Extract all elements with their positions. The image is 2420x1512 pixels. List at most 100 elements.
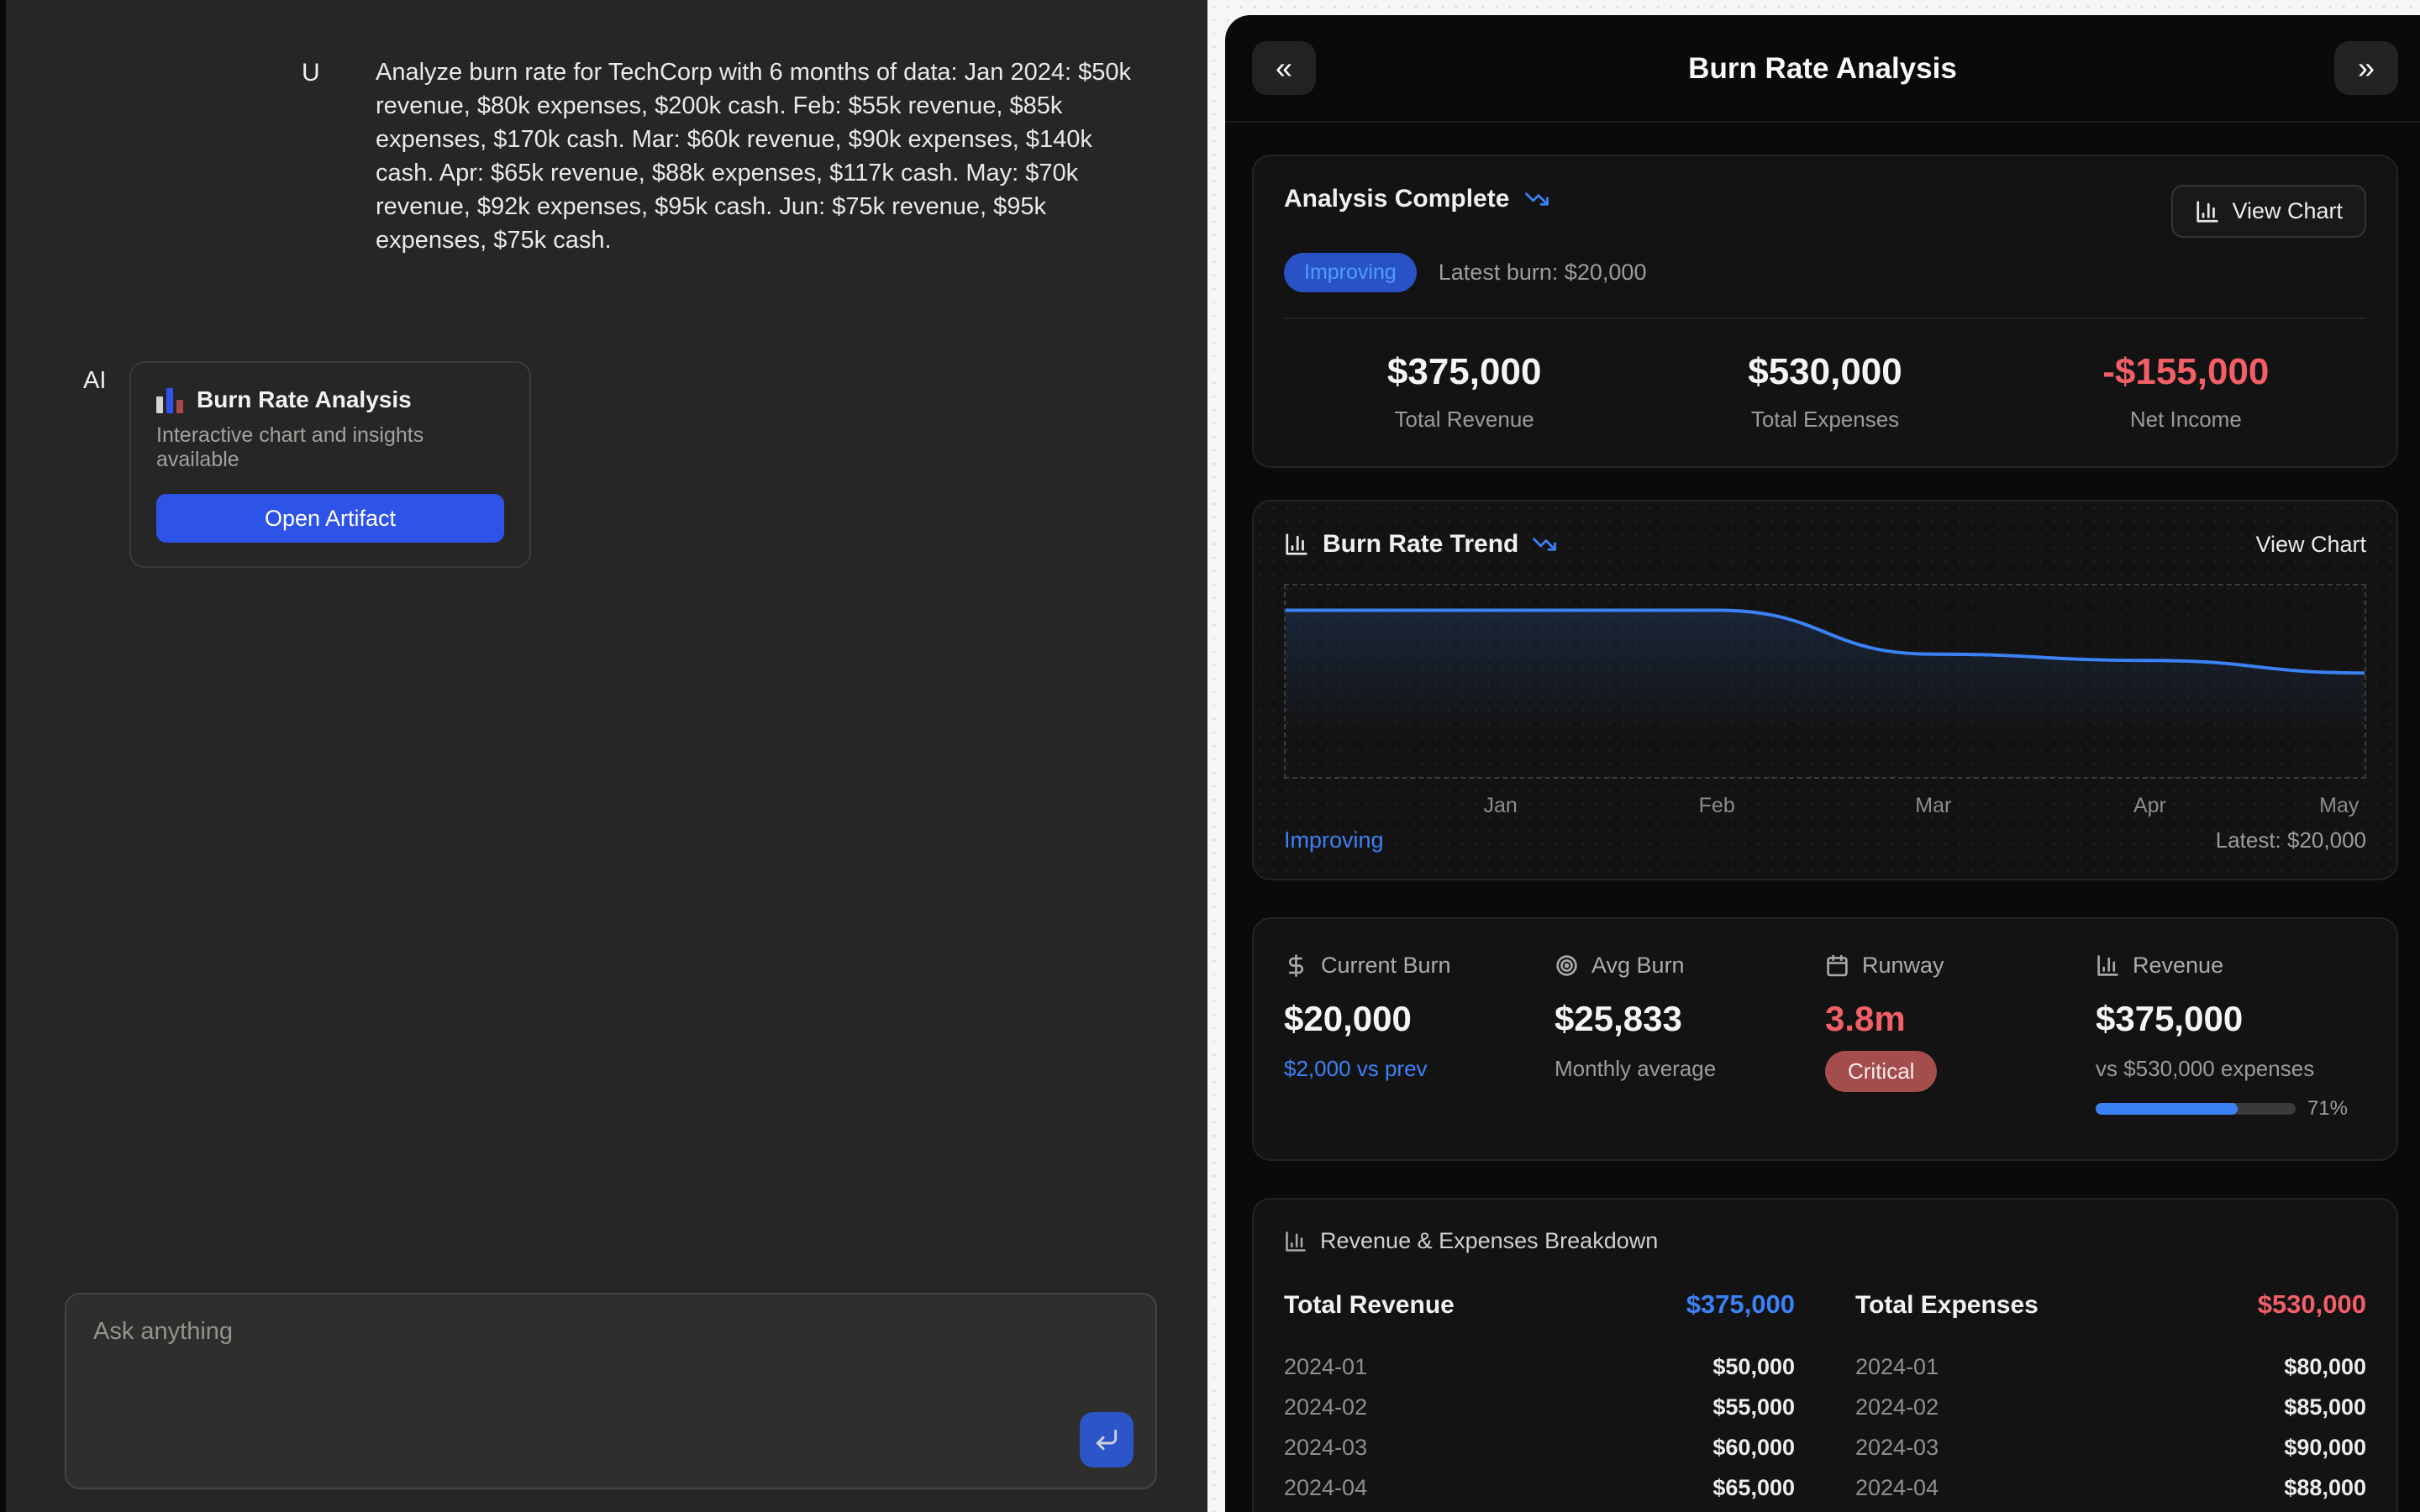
improving-badge: Improving	[1284, 253, 1417, 292]
table-row: 2024-02 $55,000	[1284, 1387, 1795, 1427]
artifact-header: Burn Rate Analysis « »	[1225, 15, 2420, 123]
revenue-metric: Revenue $375,000 vs $530,000 expenses 71…	[2096, 953, 2366, 1121]
total-revenue-label: Total Revenue	[1394, 407, 1534, 432]
row-amount: $60,000	[1712, 1435, 1795, 1460]
summary-title: Analysis Complete	[1284, 185, 1510, 213]
artifact-panel: Burn Rate Analysis « » Analysis Complete	[1225, 15, 2420, 1512]
total-revenue-stat: $375,000 Total Revenue	[1284, 351, 1644, 433]
table-row: 2024-05 $92,000	[1855, 1508, 2366, 1512]
avg-burn-label: Avg Burn	[1591, 953, 1685, 978]
row-amount: $70,000	[1712, 1508, 1795, 1512]
runway-label: Runway	[1862, 953, 1944, 978]
revenue-column-total: $375,000	[1686, 1289, 1795, 1319]
total-revenue-value: $375,000	[1386, 351, 1542, 392]
breakdown-card: Revenue & Expenses Breakdown Total Reven…	[1252, 1198, 2398, 1512]
x-tick-label: Apr	[2133, 794, 2166, 817]
trend-title: Burn Rate Trend	[1323, 530, 1519, 558]
row-amount: $88,000	[2284, 1475, 2366, 1500]
row-month: 2024-03	[1855, 1435, 1939, 1460]
avg-burn-metric: Avg Burn $25,833 Monthly average	[1555, 953, 1825, 1121]
row-amount: $50,000	[1712, 1354, 1795, 1379]
current-burn-delta: $2,000 vs prev	[1284, 1056, 1428, 1081]
user-avatar-label: U	[302, 59, 320, 87]
expenses-column-total: $530,000	[2257, 1289, 2366, 1319]
revenue-rows: 2024-01 $50,000 2024-02 $55,000 2024-03 $60,0…	[1284, 1347, 1795, 1512]
table-row: 2024-03 $60,000	[1284, 1427, 1795, 1467]
row-month: 2024-05	[1855, 1508, 1939, 1512]
revenue-label: Revenue	[2133, 953, 2224, 978]
row-month: 2024-01	[1855, 1354, 1939, 1379]
burn-rate-trend-card: Burn Rate Trend View Chart	[1252, 500, 2398, 880]
revenue-column-label: Total Revenue	[1284, 1291, 1455, 1319]
artifact-card-title: Burn Rate Analysis	[197, 386, 412, 412]
bar-chart-icon	[2196, 200, 2219, 223]
chat-panel: U Analyze burn rate for TechCorp with 6 …	[6, 0, 1207, 1512]
return-icon	[1096, 1429, 1118, 1451]
open-artifact-button[interactable]: Open Artifact	[156, 494, 504, 543]
revenue-column: Total Revenue $375,000 2024-01 $50,000 202…	[1284, 1289, 1795, 1512]
user-message: Analyze burn rate for TechCorp with 6 mo…	[376, 59, 1131, 254]
chart-x-axis-labels: Jan Feb Mar Apr May	[1284, 779, 2366, 817]
trending-down-icon	[1533, 538, 1557, 551]
calendar-icon	[1827, 954, 1848, 977]
message-composer[interactable]	[65, 1293, 1157, 1489]
burn-rate-line-chart[interactable]	[1284, 584, 2366, 779]
expenses-rows: 2024-01 $80,000 2024-02 $85,000 2024-03 $90,0…	[1855, 1347, 2366, 1512]
expenses-column-label: Total Expenses	[1855, 1291, 2039, 1319]
bar-chart-icon	[1286, 533, 1307, 555]
artifact-title: Burn Rate Analysis	[1688, 52, 1957, 85]
bar-chart-emoji-icon	[156, 386, 185, 413]
row-month: 2024-02	[1855, 1394, 1939, 1420]
row-amount: $80,000	[2284, 1354, 2366, 1379]
send-button[interactable]	[1080, 1412, 1134, 1467]
chat-input[interactable]	[93, 1318, 934, 1346]
analysis-summary-card: Analysis Complete View Chart Improving	[1252, 155, 2398, 468]
table-row: 2024-01 $50,000	[1284, 1347, 1795, 1387]
current-burn-value: $20,000	[1284, 999, 1412, 1038]
trend-latest-text: Latest: $20,000	[2215, 827, 2366, 853]
avg-burn-sub: Monthly average	[1555, 1056, 1717, 1081]
total-expenses-label: Total Expenses	[1750, 407, 1900, 432]
table-row: 2024-01 $80,000	[1855, 1347, 2366, 1387]
ai-avatar-label: AI	[83, 367, 107, 394]
net-income-stat: -$155,000 Net Income	[2006, 351, 2366, 433]
row-month: 2024-01	[1284, 1354, 1368, 1379]
window-left-edge	[0, 0, 6, 1512]
table-row: 2024-03 $90,000	[1855, 1427, 2366, 1467]
dollar-sign-icon	[1288, 954, 1304, 977]
artifact-backdrop: Burn Rate Analysis « » Analysis Complete	[1207, 0, 2420, 1512]
table-row: 2024-02 $85,000	[1855, 1387, 2366, 1427]
view-chart-button[interactable]: View Chart	[2171, 185, 2366, 238]
revenue-progress-bar	[2096, 1103, 2296, 1115]
table-row: 2024-04 $65,000	[1284, 1467, 1795, 1508]
collapse-panel-button[interactable]: «	[1252, 41, 1316, 95]
expand-panel-button[interactable]: »	[2334, 41, 2398, 95]
trend-status-text: Improving	[1284, 827, 1384, 853]
row-month: 2024-04	[1284, 1475, 1368, 1500]
artifact-card-subtitle: Interactive chart and insights available	[156, 423, 424, 471]
artifact-body: Analysis Complete View Chart Improving	[1225, 123, 2420, 1512]
x-tick-label: May	[2319, 794, 2360, 817]
row-month: 2024-02	[1284, 1394, 1368, 1420]
divider	[1284, 318, 2366, 319]
row-amount: $65,000	[1712, 1475, 1795, 1500]
revenue-progress-fill	[2096, 1103, 2238, 1115]
line-chart-svg	[1286, 608, 2365, 777]
current-burn-label: Current Burn	[1321, 953, 1451, 978]
trend-view-chart-link[interactable]: View Chart	[2255, 531, 2366, 557]
trending-down-icon	[1525, 192, 1549, 206]
table-row: 2024-04 $88,000	[1855, 1467, 2366, 1508]
row-amount: $85,000	[2284, 1394, 2366, 1420]
x-tick-label: Mar	[1915, 794, 1952, 817]
x-tick-label: Feb	[1698, 794, 1735, 817]
current-burn-metric: Current Burn $20,000 $2,000 vs prev	[1284, 953, 1555, 1121]
net-income-value: -$155,000	[2102, 351, 2270, 392]
row-month: 2024-05	[1284, 1508, 1367, 1512]
avg-burn-value: $25,833	[1555, 999, 1682, 1038]
view-chart-label: View Chart	[2232, 198, 2343, 223]
x-tick-label: Jan	[1483, 794, 1518, 817]
revenue-vs-expenses: vs $530,000 expenses	[2096, 1056, 2315, 1081]
total-expenses-stat: $530,000 Total Expenses	[1644, 351, 2005, 433]
artifact-preview-card[interactable]: Burn Rate Analysis Interactive chart and…	[129, 361, 531, 568]
bar-chart-icon	[2097, 955, 2118, 976]
